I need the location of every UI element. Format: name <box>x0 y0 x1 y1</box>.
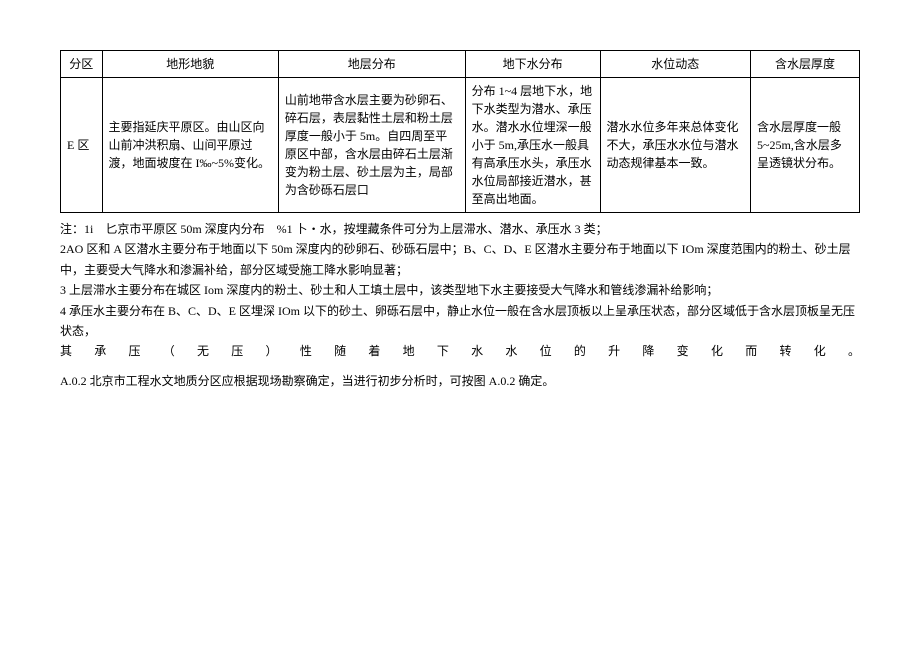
note-4a: 4 承压水主要分布在 B、C、D、E 区埋深 IOm 以下的砂土、卵砾石层中，静… <box>60 301 860 342</box>
table-header-row: 分区 地形地貌 地层分布 地下水分布 水位动态 含水层厚度 <box>61 51 860 78</box>
col-header-zone: 分区 <box>61 51 103 78</box>
notes-block: 注：1i 匕京市平原区 50m 深度内分布 %1 卜・水，按埋藏条件可分为上层滞… <box>60 219 860 362</box>
cell-zone: E 区 <box>61 78 103 213</box>
note-1: 注：1i 匕京市平原区 50m 深度内分布 %1 卜・水，按埋藏条件可分为上层滞… <box>60 219 860 239</box>
col-header-groundwater: 地下水分布 <box>465 51 600 78</box>
section-a02: A.0.2 北京市工程水文地质分区应根据现场勘察确定，当进行初步分析时，可按图 … <box>60 372 860 390</box>
cell-thickness: 含水层厚度一般5~25m,含水层多呈透镜状分布。 <box>751 78 860 213</box>
cell-strata: 山前地带含水层主要为砂卵石、碎石层，表层黏性土层和粉土层厚度一般小于 5m。自四… <box>278 78 465 213</box>
note-3: 3 上层滞水主要分布在城区 Iom 深度内的粉土、砂土和人工填土层中，该类型地下… <box>60 280 860 300</box>
geology-table: 分区 地形地貌 地层分布 地下水分布 水位动态 含水层厚度 E 区 主要指延庆平… <box>60 50 860 213</box>
col-header-strata: 地层分布 <box>278 51 465 78</box>
col-header-dynamics: 水位动态 <box>600 51 750 78</box>
note-4b: 其承压（无压）性随着地下水水位的升降变化而转化。 <box>60 341 860 361</box>
cell-groundwater: 分布 1~4 层地下水，地下水类型为潜水、承压水。潜水水位埋深一般小于 5m,承… <box>465 78 600 213</box>
col-header-thickness: 含水层厚度 <box>751 51 860 78</box>
note-2: 2AO 区和 A 区潜水主要分布于地面以下 50m 深度内的砂卵石、砂砾石层中；… <box>60 239 860 280</box>
col-header-terrain: 地形地貌 <box>102 51 278 78</box>
cell-terrain: 主要指延庆平原区。由山区向山前冲洪积扇、山间平原过渡，地面坡度在 I‰~5%变化… <box>102 78 278 213</box>
cell-dynamics: 潜水水位多年来总体变化不大，承压水水位与潜水动态规律基本一致。 <box>600 78 750 213</box>
table-row: E 区 主要指延庆平原区。由山区向山前冲洪积扇、山间平原过渡，地面坡度在 I‰~… <box>61 78 860 213</box>
